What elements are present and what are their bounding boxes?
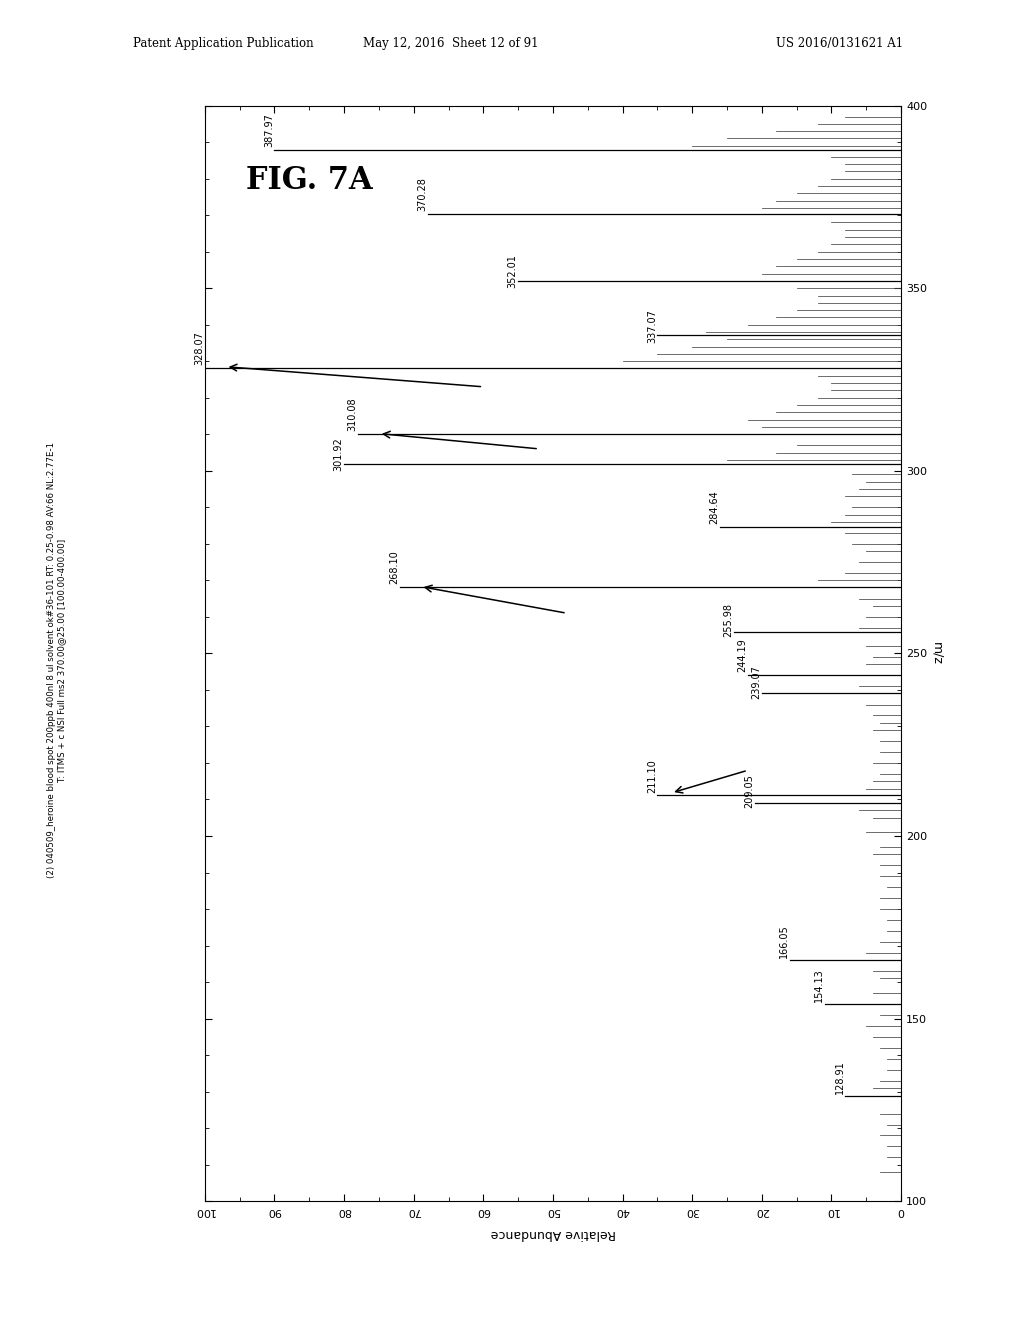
Text: (2) 040509_heroine blood spot 200ppb 400nl 8 ul solvent ok#36-101 RT: 0.25-0.98 : (2) 040509_heroine blood spot 200ppb 400… [47, 442, 66, 878]
Text: 284.64: 284.64 [710, 490, 720, 524]
Text: 268.10: 268.10 [389, 550, 399, 585]
Text: 166.05: 166.05 [779, 924, 790, 958]
Y-axis label: m/z: m/z [931, 642, 944, 665]
Text: 370.28: 370.28 [417, 177, 427, 211]
Text: 387.97: 387.97 [264, 112, 274, 147]
Text: 128.91: 128.91 [835, 1060, 845, 1094]
Text: 209.05: 209.05 [744, 775, 755, 808]
Text: 244.19: 244.19 [737, 638, 748, 672]
Text: 301.92: 301.92 [334, 437, 344, 471]
Text: US 2016/0131621 A1: US 2016/0131621 A1 [776, 37, 903, 50]
Text: 239.07: 239.07 [752, 665, 762, 698]
Text: FIG. 7A: FIG. 7A [246, 165, 373, 195]
Text: Patent Application Publication: Patent Application Publication [133, 37, 313, 50]
Text: 154.13: 154.13 [814, 968, 824, 1002]
Text: 337.07: 337.07 [647, 309, 657, 343]
Text: 310.08: 310.08 [347, 397, 357, 432]
Text: 255.98: 255.98 [724, 603, 733, 638]
X-axis label: Relative Abundance: Relative Abundance [490, 1228, 615, 1241]
Text: 211.10: 211.10 [647, 759, 657, 792]
Text: 328.07: 328.07 [195, 331, 205, 366]
Text: 352.01: 352.01 [508, 255, 518, 288]
Text: May 12, 2016  Sheet 12 of 91: May 12, 2016 Sheet 12 of 91 [362, 37, 539, 50]
